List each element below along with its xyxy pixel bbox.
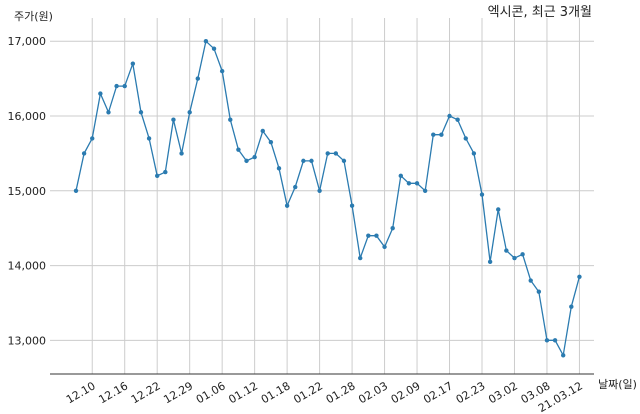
price-point	[552, 338, 558, 343]
x-tick-label: 01.12	[226, 379, 260, 406]
y-tick-label: 13,000	[8, 334, 47, 347]
x-tick-label: 02.17	[421, 379, 455, 406]
price-point	[487, 259, 493, 265]
price-point	[268, 139, 274, 145]
price-points	[73, 39, 582, 358]
price-point	[317, 188, 322, 193]
price-point	[187, 110, 192, 115]
x-tick-label: 02.23	[454, 379, 488, 406]
price-point	[366, 233, 371, 238]
price-point	[349, 203, 355, 208]
price-point	[114, 83, 119, 89]
y-tick-label: 17,000	[8, 35, 47, 48]
price-point	[528, 278, 533, 283]
price-point	[293, 184, 298, 190]
x-axis-label: 날짜(일)	[598, 377, 637, 391]
price-point	[439, 132, 444, 137]
price-point	[130, 61, 136, 66]
x-tick-label: 12.10	[64, 379, 98, 406]
price-point	[260, 128, 265, 134]
price-point	[390, 225, 395, 231]
x-tick-labels: 12.1012.1612.2212.2901.0601.1201.1801.22…	[64, 379, 585, 414]
price-point	[431, 132, 436, 137]
x-tick-label: 12.22	[129, 379, 163, 406]
price-point	[333, 151, 339, 156]
price-point	[341, 158, 347, 164]
price-point	[512, 255, 517, 261]
price-point	[471, 151, 477, 156]
y-tick-labels: 13,000 14,000 15,000 16,000 17,000	[8, 35, 47, 347]
y-tick-label: 14,000	[8, 260, 47, 273]
price-point	[447, 113, 452, 119]
price-point	[219, 68, 225, 74]
price-line	[75, 39, 581, 358]
price-point	[463, 136, 468, 141]
price-point	[163, 169, 168, 175]
price-point	[211, 46, 217, 51]
price-point	[284, 203, 290, 208]
price-point	[414, 181, 420, 186]
price-point	[504, 248, 509, 253]
price-point	[358, 255, 363, 261]
price-point	[520, 252, 525, 257]
price-point	[569, 304, 574, 309]
x-tick-label: 02.03	[356, 379, 390, 406]
price-point	[422, 188, 428, 193]
x-tick-label: 01.28	[324, 379, 358, 406]
x-tick-label: 01.18	[259, 379, 293, 406]
price-point	[544, 338, 550, 343]
grid-lines	[50, 18, 594, 374]
price-point	[479, 192, 485, 197]
price-point	[203, 39, 209, 44]
price-point	[301, 158, 306, 164]
price-point	[122, 83, 127, 89]
price-point	[106, 110, 111, 115]
chart-title: 엑시콘, 최근 3개월	[488, 5, 592, 20]
price-point	[577, 274, 582, 279]
price-point	[309, 158, 314, 164]
price-point	[561, 353, 566, 358]
price-point	[325, 151, 330, 156]
price-point	[406, 181, 412, 186]
price-point	[236, 147, 241, 152]
y-tick-label: 16,000	[8, 110, 47, 123]
x-tick-label: 12.29	[161, 379, 195, 406]
x-tick-label: 02.09	[389, 379, 423, 406]
price-point	[252, 154, 257, 160]
price-point	[455, 117, 460, 122]
price-point	[90, 136, 95, 141]
price-point	[374, 233, 379, 238]
price-point	[398, 173, 403, 179]
y-axis-label: 주가(원)	[14, 10, 53, 23]
price-point	[155, 173, 160, 179]
y-tick-label: 15,000	[8, 185, 47, 198]
price-point	[244, 158, 249, 164]
price-point	[382, 244, 387, 250]
price-point	[228, 117, 233, 122]
price-point	[146, 136, 152, 141]
x-tick-label: 01.22	[291, 379, 325, 406]
x-tick-label: 01.06	[194, 379, 228, 406]
price-point	[81, 151, 87, 156]
price-point	[138, 110, 144, 115]
price-point	[98, 91, 103, 96]
price-point	[536, 289, 542, 294]
price-point	[276, 166, 282, 171]
price-point	[171, 117, 176, 122]
price-point	[195, 76, 200, 81]
price-point	[179, 151, 184, 156]
x-tick-label: 03.02	[486, 379, 520, 406]
price-point	[73, 188, 79, 193]
x-tick-label: 12.16	[96, 379, 130, 406]
price-point	[496, 207, 501, 212]
